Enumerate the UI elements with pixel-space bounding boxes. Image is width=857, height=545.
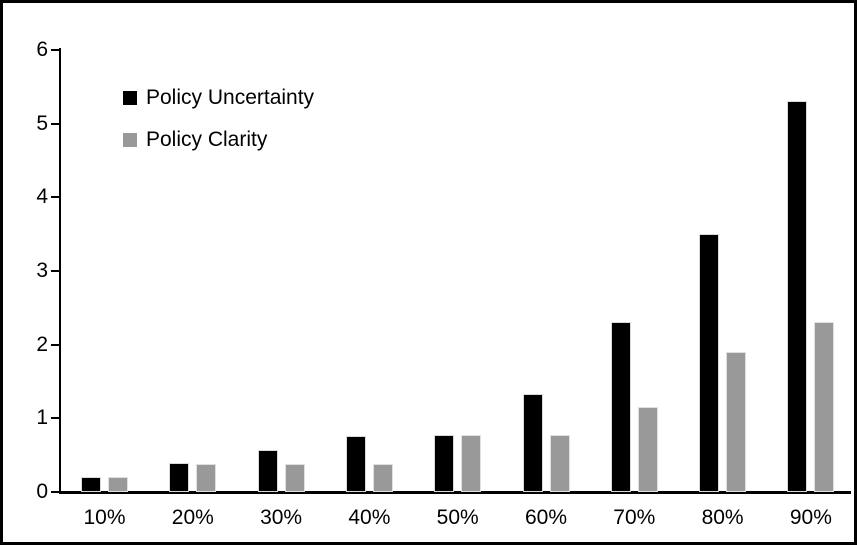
chart-legend: Policy Uncertainty Policy Clarity xyxy=(123,85,314,169)
y-axis-line xyxy=(59,48,61,494)
y-axis-tick xyxy=(51,343,59,346)
x-tick-label: 60% xyxy=(524,506,568,529)
x-tick-label: 40% xyxy=(348,506,391,529)
bar-50%-clarity xyxy=(461,435,482,492)
bar-20%-uncertainty xyxy=(169,463,190,492)
y-axis-tick xyxy=(51,491,59,493)
bar-40%-uncertainty xyxy=(345,436,366,492)
bar-10%-clarity xyxy=(108,477,128,492)
bar-70%-uncertainty xyxy=(610,322,631,492)
y-axis-tick xyxy=(51,417,59,420)
bar-30%-uncertainty xyxy=(257,450,278,492)
bar-30%-clarity xyxy=(284,464,305,492)
legend-item-policy-clarity: Policy Clarity xyxy=(123,127,314,153)
y-tick-label: 5 xyxy=(36,111,48,135)
x-tick-label: 90% xyxy=(789,506,832,529)
x-tick-label: 70% xyxy=(613,506,656,529)
bar-60%-uncertainty xyxy=(522,394,543,492)
x-tick-label: 20% xyxy=(171,506,214,529)
legend-item-policy-uncertainty: Policy Uncertainty xyxy=(123,85,314,111)
y-tick-label: 6 xyxy=(36,37,48,61)
y-tick-label: 3 xyxy=(36,258,48,282)
y-tick-label: 0 xyxy=(36,480,48,503)
x-tick-label: 10% xyxy=(83,506,126,529)
bar-60%-clarity xyxy=(549,435,570,492)
x-tick-label: 80% xyxy=(701,506,744,529)
bar-20%-clarity xyxy=(196,464,217,492)
bar-90%-uncertainty xyxy=(787,101,808,492)
x-tick-label: 30% xyxy=(260,506,303,529)
x-axis-line xyxy=(60,491,851,494)
legend-swatch-icon xyxy=(123,133,137,147)
legend-swatch-icon xyxy=(123,91,137,105)
y-tick-label: 1 xyxy=(36,406,48,430)
y-axis-tick xyxy=(51,122,59,125)
legend-label: Policy Uncertainty xyxy=(146,86,315,109)
y-axis-tick xyxy=(51,269,59,272)
y-axis-tick xyxy=(51,196,59,199)
x-tick-label: 50% xyxy=(436,506,479,529)
y-tick-label: 4 xyxy=(36,185,48,209)
y-axis-tick xyxy=(51,48,59,51)
bar-50%-uncertainty xyxy=(434,435,455,492)
bar-90%-clarity xyxy=(814,322,835,492)
bar-40%-clarity xyxy=(372,464,393,492)
bar-80%-uncertainty xyxy=(699,234,720,492)
bar-80%-clarity xyxy=(726,352,747,492)
bar-70%-clarity xyxy=(637,407,658,492)
bar-10%-uncertainty xyxy=(81,477,101,492)
legend-label: Policy Clarity xyxy=(146,128,268,151)
y-tick-label: 2 xyxy=(36,332,48,356)
